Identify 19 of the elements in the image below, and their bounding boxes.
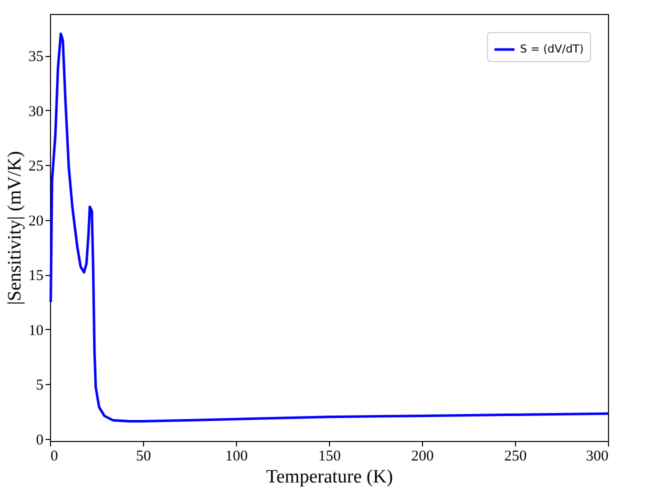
x-tick-label: 150: [318, 448, 341, 464]
y-tick-label: 25: [28, 158, 44, 175]
y-tick-label: 5: [36, 378, 44, 394]
line-series: [49, 32, 610, 423]
y-axis-title: |Sensitivity| (mV/K): [4, 151, 26, 305]
x-tick-label: 0: [50, 448, 58, 464]
x-tick-label: 300: [586, 448, 608, 464]
x-tick-label: 200: [411, 448, 434, 464]
y-tick-label: 0: [36, 432, 44, 448]
y-tick-label: 15: [28, 268, 44, 284]
x-tick-label: 50: [136, 448, 151, 464]
y-tick-label: 30: [28, 104, 44, 120]
y-tick-label: 20: [28, 213, 44, 230]
x-tick-label: 250: [504, 448, 527, 464]
x-axis-title: Temperature (K): [266, 466, 393, 488]
y-tick-label: 35: [28, 49, 44, 66]
legend-label: S = (dV/dT): [520, 42, 584, 56]
x-tick-label: 100: [225, 448, 248, 464]
y-tick-label: 10: [28, 322, 44, 339]
